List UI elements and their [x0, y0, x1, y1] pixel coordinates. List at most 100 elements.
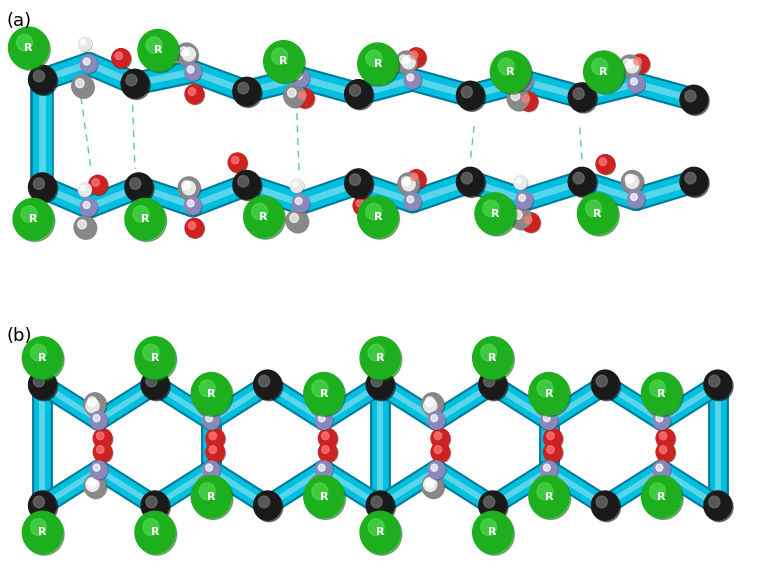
Circle shape	[657, 429, 675, 449]
Circle shape	[568, 83, 596, 111]
Circle shape	[371, 375, 382, 387]
Circle shape	[187, 66, 194, 73]
Text: R: R	[29, 214, 38, 224]
Circle shape	[359, 198, 399, 239]
Circle shape	[29, 491, 56, 520]
Circle shape	[89, 175, 107, 194]
Circle shape	[146, 496, 157, 508]
Circle shape	[143, 492, 170, 522]
Circle shape	[426, 402, 431, 407]
Circle shape	[319, 429, 338, 449]
Circle shape	[141, 491, 169, 520]
Circle shape	[648, 394, 669, 417]
Circle shape	[591, 370, 619, 399]
Circle shape	[402, 177, 410, 186]
Circle shape	[138, 29, 178, 71]
Circle shape	[396, 52, 418, 74]
Circle shape	[86, 478, 99, 492]
Circle shape	[188, 222, 196, 229]
Circle shape	[621, 171, 643, 193]
Circle shape	[199, 400, 212, 413]
Circle shape	[85, 476, 106, 499]
Circle shape	[191, 475, 231, 518]
Circle shape	[204, 462, 221, 479]
Circle shape	[649, 483, 665, 500]
Circle shape	[96, 432, 104, 440]
Circle shape	[140, 31, 180, 73]
Circle shape	[93, 464, 100, 471]
Circle shape	[631, 54, 649, 73]
Circle shape	[475, 193, 515, 234]
Circle shape	[541, 462, 558, 479]
Circle shape	[206, 464, 213, 471]
Circle shape	[319, 443, 338, 463]
Circle shape	[366, 491, 394, 520]
Circle shape	[292, 181, 298, 187]
Circle shape	[72, 75, 93, 97]
Circle shape	[623, 59, 631, 68]
Circle shape	[316, 413, 333, 430]
Circle shape	[136, 339, 177, 381]
Circle shape	[80, 185, 86, 190]
Circle shape	[476, 194, 517, 236]
Circle shape	[182, 181, 190, 190]
Circle shape	[366, 64, 374, 72]
Circle shape	[30, 67, 58, 95]
Circle shape	[537, 483, 553, 500]
Circle shape	[402, 56, 416, 70]
Circle shape	[540, 411, 557, 429]
Circle shape	[206, 443, 224, 462]
Circle shape	[295, 88, 314, 107]
Text: R: R	[319, 389, 328, 399]
Circle shape	[24, 339, 64, 381]
Circle shape	[318, 415, 325, 422]
Circle shape	[16, 35, 32, 51]
Circle shape	[91, 462, 108, 479]
Circle shape	[585, 200, 601, 216]
Circle shape	[346, 81, 374, 110]
Text: R: R	[375, 353, 385, 363]
Circle shape	[185, 198, 202, 215]
Circle shape	[547, 445, 554, 454]
Circle shape	[191, 373, 231, 415]
Circle shape	[573, 88, 584, 99]
Circle shape	[360, 511, 400, 553]
Circle shape	[180, 47, 188, 56]
Circle shape	[432, 429, 450, 449]
Circle shape	[183, 48, 196, 62]
Circle shape	[315, 461, 332, 479]
Circle shape	[434, 432, 442, 440]
Circle shape	[349, 174, 361, 185]
Circle shape	[362, 339, 402, 381]
Circle shape	[643, 477, 683, 519]
Circle shape	[628, 62, 633, 67]
Circle shape	[184, 50, 190, 55]
Circle shape	[293, 70, 310, 88]
Circle shape	[93, 443, 112, 462]
Circle shape	[264, 40, 304, 82]
Circle shape	[197, 475, 218, 497]
Circle shape	[423, 394, 444, 417]
Circle shape	[30, 372, 58, 401]
Circle shape	[22, 337, 62, 379]
Circle shape	[424, 400, 437, 413]
Circle shape	[656, 415, 663, 422]
Text: R: R	[488, 353, 497, 363]
Circle shape	[479, 370, 507, 399]
Circle shape	[304, 475, 344, 518]
Text: R: R	[488, 527, 497, 537]
Circle shape	[513, 210, 522, 219]
Circle shape	[529, 373, 569, 415]
Text: R: R	[259, 212, 268, 222]
Circle shape	[404, 179, 409, 185]
Circle shape	[94, 443, 113, 463]
Circle shape	[431, 415, 438, 422]
Circle shape	[368, 344, 384, 361]
Circle shape	[199, 478, 212, 492]
Circle shape	[404, 193, 421, 211]
Circle shape	[647, 393, 668, 415]
Circle shape	[318, 429, 337, 448]
Circle shape	[298, 92, 306, 99]
Circle shape	[654, 413, 671, 430]
Circle shape	[360, 337, 400, 379]
